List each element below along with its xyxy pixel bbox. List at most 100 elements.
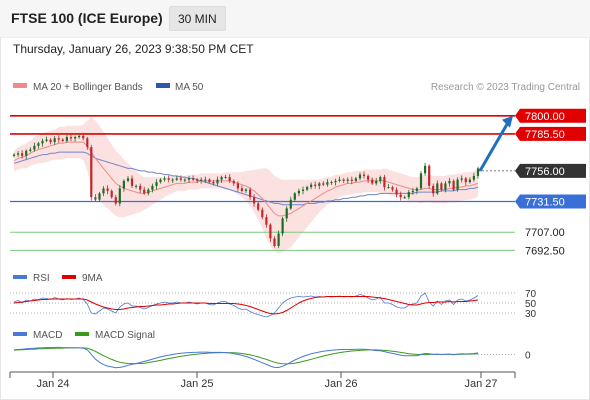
candle-body <box>261 209 264 218</box>
rsi-ma-line <box>13 296 479 315</box>
candle-body <box>204 179 207 181</box>
candle-body <box>395 189 398 195</box>
candle-body <box>338 179 341 181</box>
level-tag-label: 7707.00 <box>525 227 565 239</box>
level-tag-label: 7756.00 <box>525 166 565 178</box>
candle-body <box>126 178 130 181</box>
candle-body <box>208 179 211 183</box>
candle-body <box>187 178 191 180</box>
candle-body <box>61 139 64 141</box>
candle-body <box>358 174 362 179</box>
candle-body <box>472 175 475 180</box>
candle-body <box>29 149 32 151</box>
candle-body <box>86 138 89 148</box>
candle-body <box>82 135 85 139</box>
projection-arrow-head <box>502 115 513 128</box>
candle-body <box>37 143 40 146</box>
rsi-ma-legend-label: 9MA <box>82 273 103 284</box>
candle-body <box>314 184 317 186</box>
candle-body <box>196 179 199 181</box>
macd-legend-swatch <box>13 332 27 336</box>
candle-body <box>216 179 219 184</box>
candle-body <box>407 192 410 198</box>
candle-body <box>354 178 357 181</box>
candle-body <box>289 199 292 209</box>
candle-body <box>240 188 243 191</box>
instrument-title: FTSE 100 (ICE Europe) <box>11 10 163 26</box>
level-tag-label: 7785.50 <box>525 129 565 141</box>
candle-body <box>334 180 337 183</box>
macd-line <box>13 346 479 369</box>
candle-body <box>236 183 239 189</box>
projection-arrow-shaft <box>478 120 511 172</box>
candle-body <box>110 190 113 198</box>
candle-body <box>350 179 353 181</box>
candle-body <box>25 150 28 156</box>
candle-body <box>310 184 313 188</box>
macd-panel: 0 <box>13 346 531 369</box>
candle-body <box>232 180 235 184</box>
ma50-legend-swatch <box>156 83 170 88</box>
candle-body <box>379 177 382 181</box>
candle-body <box>65 137 68 141</box>
candle-body <box>269 224 272 239</box>
candle-body <box>45 139 48 141</box>
candle-body <box>456 179 459 190</box>
candle-body <box>57 138 60 140</box>
candle-body <box>424 165 427 174</box>
candle-body <box>326 182 329 185</box>
candle-body <box>415 188 418 191</box>
price-panel: 7800.00 7785.50 7756.00 7731.50 7707.00 7692.… <box>10 108 586 257</box>
candle-body <box>391 187 394 190</box>
candle-body <box>192 178 195 180</box>
candle-body <box>403 197 406 199</box>
candle-body <box>371 179 374 184</box>
candle-body <box>41 140 44 144</box>
rsi-level-label: 50 <box>525 299 537 310</box>
level-tag-label: 7692.50 <box>525 245 565 257</box>
candle-body <box>444 183 447 190</box>
rsi-level-label: 30 <box>525 309 537 320</box>
candle-body <box>419 173 423 189</box>
ma20-legend-swatch <box>13 83 27 88</box>
candle-body <box>411 190 414 193</box>
ma50-legend-label: MA 50 <box>175 82 204 93</box>
candle-body <box>428 165 431 186</box>
candle-body <box>432 185 435 194</box>
candle-body <box>21 153 24 156</box>
candle-body <box>440 183 443 190</box>
candle-body <box>49 139 52 143</box>
candle-body <box>322 183 325 185</box>
x-tick-label: Jan 27 <box>464 378 497 390</box>
candle-body <box>12 154 16 156</box>
candle-body <box>249 189 252 198</box>
candle-body <box>383 177 386 188</box>
candle-body <box>151 185 154 190</box>
candle-body <box>135 185 138 187</box>
candle-body <box>285 208 288 219</box>
macd-signal-legend-swatch <box>75 332 89 336</box>
candle-body <box>448 180 451 184</box>
candle-body <box>78 135 81 138</box>
ma20-legend-label: MA 20 + Bollinger Bands <box>33 82 143 93</box>
macd-zero-label: 0 <box>525 350 531 361</box>
candle-body <box>143 189 146 194</box>
candle-body <box>212 182 215 184</box>
bollinger-band <box>14 117 478 254</box>
timeframe-badge[interactable]: 30 MIN <box>169 6 226 31</box>
candle-body <box>346 179 349 181</box>
rsi-line <box>13 292 479 318</box>
candle-body <box>297 190 300 194</box>
candle-body <box>460 178 463 180</box>
rsi-legend-label: RSI <box>33 273 50 284</box>
level-tag-bg <box>515 194 586 209</box>
candle-body <box>53 138 56 143</box>
candle-body <box>342 179 345 181</box>
candle-body <box>301 189 305 191</box>
candle-body <box>139 185 142 190</box>
candle-body <box>179 178 182 180</box>
candle-body <box>17 153 20 155</box>
rsi-level-label: 70 <box>525 289 537 300</box>
